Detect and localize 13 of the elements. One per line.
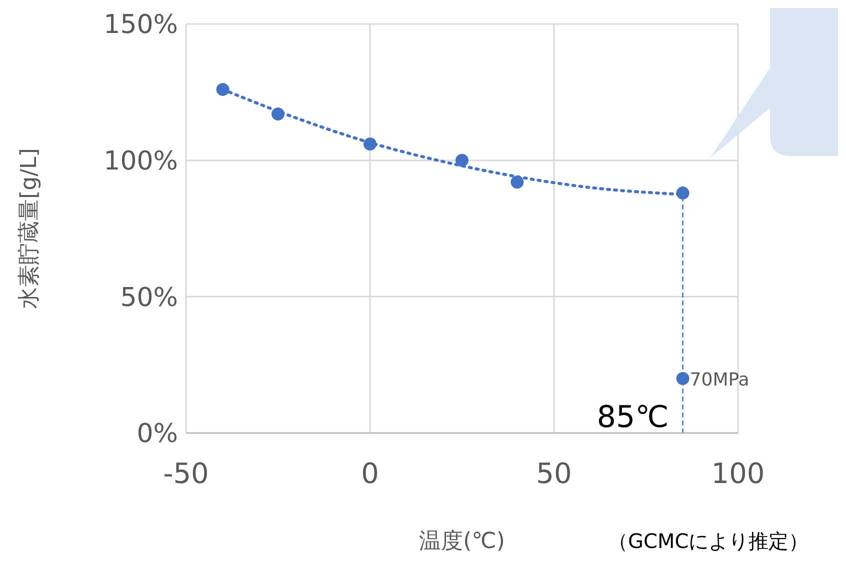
y-tick-label: 50% [120,282,178,313]
y-tick-label: 150% [104,10,178,40]
x-tick-label: 100 [711,456,765,490]
text: （GCMCにより推定） [608,528,809,555]
annotation: 70MPa [690,369,750,390]
y-tick-label: 0% [136,419,178,450]
x-axis-title: 温度(℃) [419,529,505,554]
x-tick-label: -50 [163,456,209,490]
x-tick-label: 50 [536,456,572,490]
y-tick-label: 100% [104,146,178,177]
x-tick-label: 0 [361,456,379,490]
annotation: 85℃ [596,400,669,435]
y-axis-title: 水素貯蔵量[g/L] [16,148,42,309]
